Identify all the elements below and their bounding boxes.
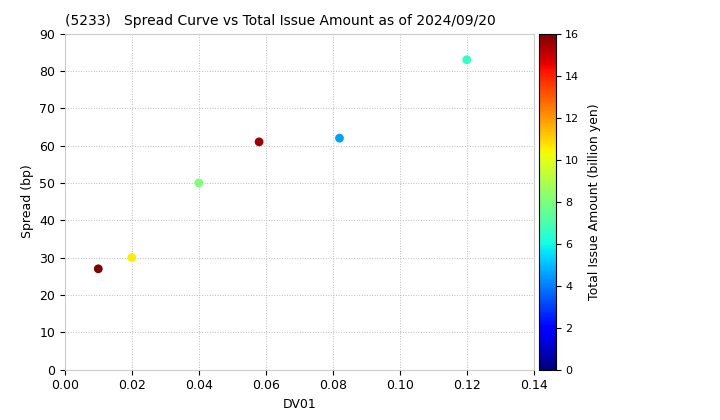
Point [253,139,265,145]
Y-axis label: Total Issue Amount (billion yen): Total Issue Amount (billion yen) [588,103,600,300]
Point [193,180,204,186]
Point [93,265,104,272]
Point [126,254,138,261]
X-axis label: DV01: DV01 [282,398,316,411]
Point [461,56,472,63]
Text: (5233)   Spread Curve vs Total Issue Amount as of 2024/09/20: (5233) Spread Curve vs Total Issue Amoun… [65,14,495,28]
Point [334,135,346,142]
Y-axis label: Spread (bp): Spread (bp) [21,165,34,239]
